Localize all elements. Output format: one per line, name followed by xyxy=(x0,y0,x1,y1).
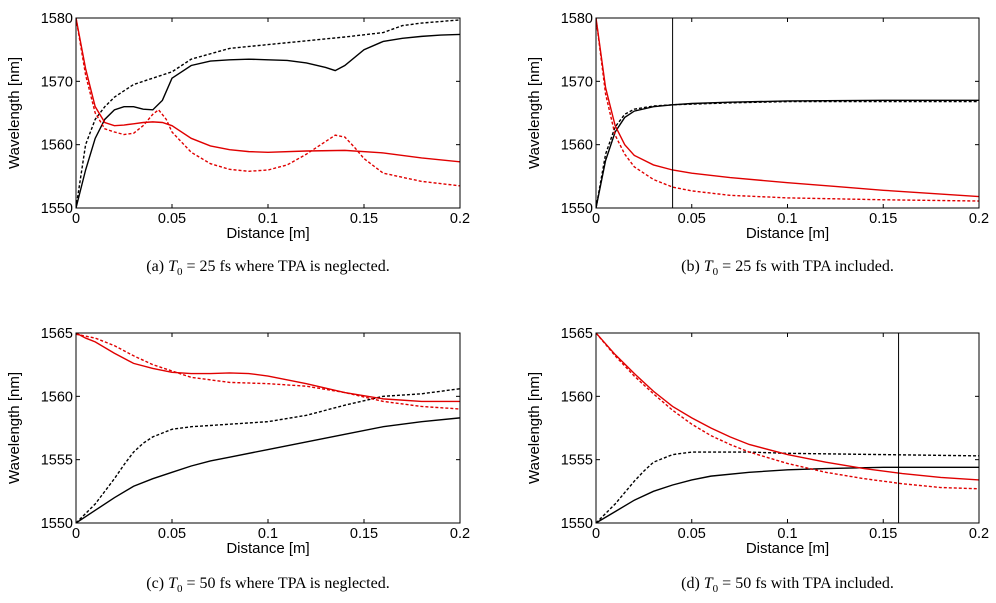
chart-panel: 0 0.05 0.1 0.15 0.2 1550 1560 1570 1580 Distance … xyxy=(6,11,470,278)
y-tick-label: 1570 xyxy=(41,74,73,90)
x-tick-label: 0.05 xyxy=(158,211,186,227)
panel-caption: (b) T0 = 25 fs with TPA included. xyxy=(681,258,894,278)
series-line xyxy=(596,18,979,198)
series-line xyxy=(76,333,460,403)
y-tick-label: 1550 xyxy=(41,516,73,532)
y-tick-label: 1565 xyxy=(41,326,73,342)
x-tick-label: 0.15 xyxy=(350,526,378,542)
series-line xyxy=(76,33,460,208)
x-axis-label: Distance [m] xyxy=(746,540,829,557)
series-line xyxy=(76,333,460,410)
series-line xyxy=(76,417,460,523)
y-tick-label: 1550 xyxy=(561,516,593,532)
y-axis-label: Wavelength [nm] xyxy=(526,372,543,484)
series-line xyxy=(76,18,460,187)
plot-frame xyxy=(595,17,980,209)
y-tick-label: 1580 xyxy=(561,11,593,27)
y-tick-label: 1555 xyxy=(41,453,73,469)
y-axis-label: Wavelength [nm] xyxy=(526,57,543,169)
panel-caption: (c) T0 = 50 fs where TPA is neglected. xyxy=(146,575,389,595)
x-tick-label: 0.2 xyxy=(969,211,989,227)
x-tick-label: 0.2 xyxy=(969,526,989,542)
series-line xyxy=(596,333,979,481)
series-line xyxy=(596,99,979,208)
x-tick-label: 0.05 xyxy=(678,526,706,542)
x-axis-label: Distance [m] xyxy=(226,540,309,557)
x-tick-label: 0.05 xyxy=(158,526,186,542)
series-line xyxy=(76,388,460,523)
chart-panel: 0 0.05 0.1 0.15 0.2 1550 1560 1570 1580 Distance … xyxy=(526,11,989,278)
panel-caption: (d) T0 = 50 fs with TPA included. xyxy=(681,575,894,595)
y-tick-label: 1570 xyxy=(561,74,593,90)
x-tick-label: 0.15 xyxy=(869,526,897,542)
x-tick-label: 0 xyxy=(592,526,600,542)
x-axis-label: Distance [m] xyxy=(746,225,829,242)
series-line xyxy=(596,18,979,202)
y-tick-label: 1550 xyxy=(561,201,593,217)
x-tick-label: 0.05 xyxy=(678,211,706,227)
y-axis-label: Wavelength [nm] xyxy=(6,57,23,169)
y-tick-label: 1580 xyxy=(41,11,73,27)
x-tick-label: 0.1 xyxy=(777,526,797,542)
plot-frame xyxy=(75,332,461,524)
x-axis-label: Distance [m] xyxy=(226,225,309,242)
x-tick-label: 0.1 xyxy=(258,211,278,227)
x-tick-label: 0.1 xyxy=(258,526,278,542)
series-line xyxy=(596,451,979,523)
chart-panel: 0 0.05 0.1 0.15 0.2 1550 1555 1560 1565 Distance … xyxy=(6,326,470,595)
x-tick-label: 0.15 xyxy=(869,211,897,227)
y-tick-label: 1560 xyxy=(41,389,73,405)
series-line xyxy=(596,466,979,523)
y-tick-label: 1565 xyxy=(561,326,593,342)
x-tick-label: 0.1 xyxy=(777,211,797,227)
x-tick-label: 0 xyxy=(72,526,80,542)
x-tick-label: 0.2 xyxy=(450,526,470,542)
x-tick-label: 0 xyxy=(592,211,600,227)
x-tick-label: 0.2 xyxy=(450,211,470,227)
panel-caption: (a) T0 = 25 fs where TPA is neglected. xyxy=(146,258,389,278)
x-tick-label: 0.15 xyxy=(350,211,378,227)
y-tick-label: 1560 xyxy=(561,138,593,154)
y-tick-label: 1555 xyxy=(561,453,593,469)
y-tick-label: 1560 xyxy=(41,138,73,154)
y-tick-label: 1550 xyxy=(41,201,73,217)
plot-frame xyxy=(595,332,980,524)
series-line xyxy=(596,333,979,490)
series-line xyxy=(76,18,460,163)
y-axis-label: Wavelength [nm] xyxy=(6,372,23,484)
plot-frame xyxy=(75,17,461,209)
series-line xyxy=(596,100,979,208)
y-tick-label: 1560 xyxy=(561,389,593,405)
series-line xyxy=(76,19,460,208)
chart-panel: 0 0.05 0.1 0.15 0.2 1550 1555 1560 1565 Distance … xyxy=(526,326,989,595)
x-tick-label: 0 xyxy=(72,211,80,227)
